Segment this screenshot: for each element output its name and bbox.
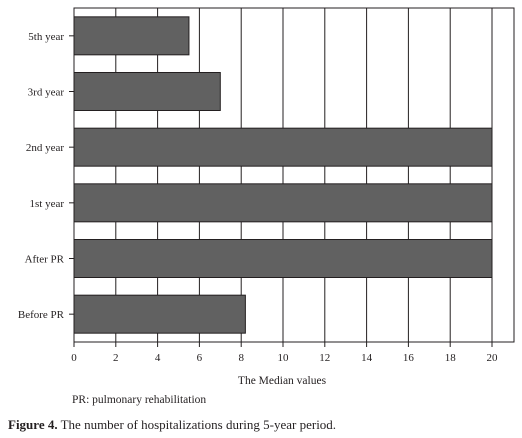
footnote: PR: pulmonary rehabilitation bbox=[72, 394, 207, 406]
plot-frame bbox=[73, 7, 515, 343]
x-tick-label: 12 bbox=[319, 352, 330, 364]
y-tick-label: 3rd year bbox=[28, 87, 65, 99]
y-tick-label: Before PR bbox=[18, 309, 65, 321]
x-tick-label: 4 bbox=[155, 352, 161, 364]
x-tick-label: 10 bbox=[278, 352, 290, 364]
x-tick-label: 6 bbox=[197, 352, 203, 364]
bar-chart: Before PR After PR 1st year 2nd year 3rd yea… bbox=[18, 7, 515, 387]
x-axis-title: The Median values bbox=[238, 375, 327, 387]
y-tick-label: 1st year bbox=[29, 198, 64, 210]
caption-label: Figure 4. bbox=[8, 417, 58, 432]
y-tick-label: 5th year bbox=[28, 31, 64, 43]
figure-caption: Figure 4. The number of hospitalizations… bbox=[8, 417, 336, 433]
bar bbox=[73, 127, 493, 167]
bar bbox=[73, 72, 221, 111]
x-axis: 0 2 4 6 8 10 12 14 16 18 20 bbox=[71, 342, 498, 364]
x-tick-label: 18 bbox=[445, 352, 457, 364]
x-tick-label: 8 bbox=[238, 352, 244, 364]
y-axis: Before PR After PR 1st year 2nd year 3rd yea… bbox=[18, 31, 74, 321]
x-tick-label: 0 bbox=[71, 352, 77, 364]
x-tick-label: 2 bbox=[113, 352, 119, 364]
bar bbox=[73, 183, 493, 223]
bar bbox=[73, 239, 493, 278]
bars bbox=[73, 16, 493, 334]
grid-lines bbox=[115, 8, 493, 342]
caption-text: The number of hospitalizations during 5-… bbox=[57, 417, 337, 432]
x-tick-label: 16 bbox=[403, 352, 415, 364]
x-tick-label: 20 bbox=[487, 352, 499, 364]
plot-border bbox=[73, 7, 515, 343]
bar bbox=[73, 16, 190, 56]
bar bbox=[73, 294, 246, 334]
x-tick-label: 14 bbox=[361, 352, 373, 364]
y-tick-label: 2nd year bbox=[26, 142, 65, 154]
y-tick-label: After PR bbox=[25, 254, 65, 266]
